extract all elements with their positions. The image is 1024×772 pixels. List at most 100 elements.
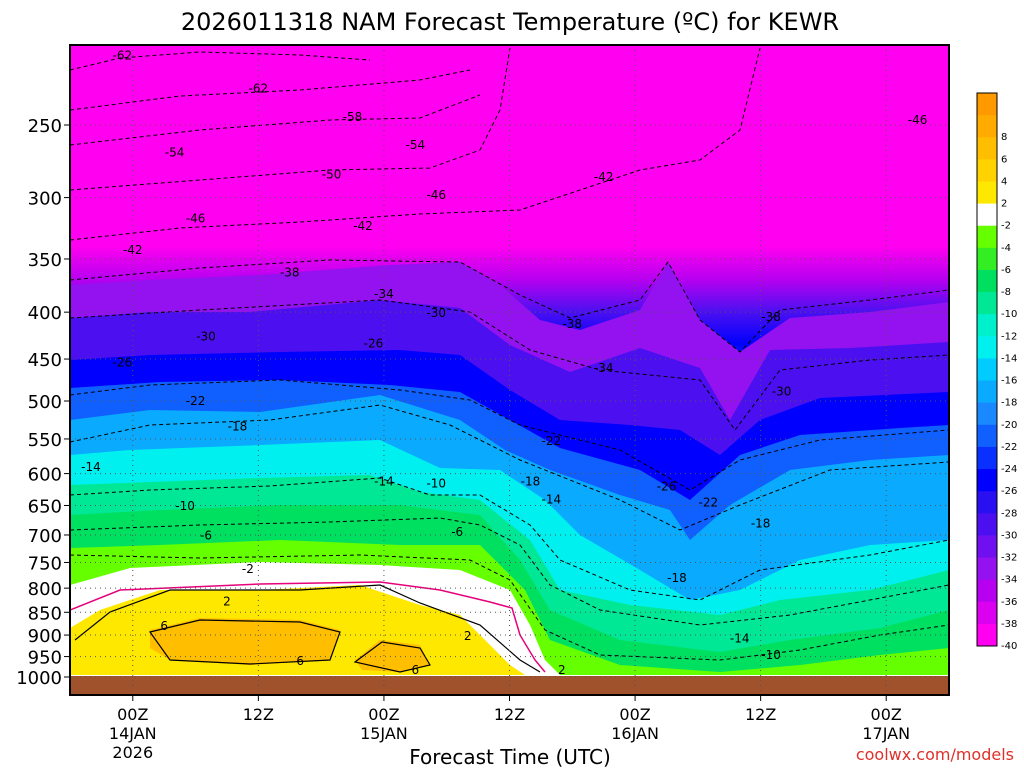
contour-label: 6 [160, 619, 168, 633]
colorbar-swatch [977, 623, 997, 647]
colorbar-swatch [977, 469, 997, 492]
x-tick-label: 2026 [112, 743, 153, 762]
colorbar-swatch [977, 93, 997, 116]
contour-label: -26 [364, 337, 384, 351]
colorbar-label: -20 [1001, 420, 1017, 431]
colorbar-label: -2 [1001, 221, 1011, 232]
x-tick-label: 16JAN [611, 724, 659, 743]
colorbar-label: -4 [1001, 243, 1011, 254]
colorbar-label: -8 [1001, 287, 1011, 298]
colorbar-swatch [977, 513, 997, 536]
contour-label: -6 [451, 525, 463, 539]
colorbar-label: 8 [1001, 132, 1007, 143]
colorbar-label: -40 [1001, 641, 1017, 652]
contour-label: -30 [196, 329, 216, 343]
colorbar-label: -34 [1001, 575, 1017, 586]
colorbar-swatch [977, 601, 997, 625]
gridlines [70, 45, 949, 695]
colorbar-label: -24 [1001, 464, 1017, 475]
contour-label: -10 [175, 499, 195, 513]
colorbar-swatch [977, 203, 997, 227]
colorbar-label: 6 [1001, 154, 1007, 165]
x-tick-label: 12Z [494, 705, 525, 724]
colorbar-swatch [977, 115, 997, 138]
plot-area: -62-62-58-54-54-50-46-46-42-42-42-46-38-… [70, 45, 949, 695]
colorbar: 8 6 4 2 -2 -4 -6 -8 -10 -12 -14 -16 -18 -20 -22 -24 -26 -… [976, 92, 1017, 652]
contour-label: -26 [657, 480, 677, 494]
contour-label: -34 [594, 361, 614, 375]
watermark: coolwx.com/models [856, 745, 1014, 764]
colorbar-swatch [977, 535, 997, 559]
colorbar-swatch [977, 247, 997, 271]
colorbar-swatch [977, 292, 997, 315]
x-tick-label: 00Z [368, 705, 399, 724]
colorbar-label: -12 [1001, 331, 1017, 342]
colorbar-label: -36 [1001, 597, 1017, 608]
x-tick-label: 12Z [243, 705, 274, 724]
colorbar-swatch [977, 402, 997, 426]
colorbar-swatch [977, 557, 997, 581]
y-tick-label: 850 [28, 603, 62, 624]
x-tick-label: 14JAN [109, 724, 157, 743]
colorbar-frame [976, 92, 998, 647]
colorbar-label: 4 [1001, 176, 1007, 187]
colorbar-swatch [977, 424, 997, 448]
y-tick-label: 400 [28, 303, 62, 324]
x-tick-label: 15JAN [360, 724, 408, 743]
colorbar-label: -6 [1001, 265, 1011, 276]
colorbar-swatch [977, 446, 997, 470]
contour-label: -38 [280, 265, 300, 279]
colorbar-swatch [977, 314, 997, 337]
contour-label: -6 [200, 529, 212, 543]
colorbar-swatch [977, 579, 997, 603]
contour-lines [70, 47, 949, 661]
contour-label: -22 [542, 434, 562, 448]
contour-label: -18 [228, 419, 248, 433]
contour-label: -30 [772, 384, 792, 398]
y-tick-label: 950 [28, 648, 62, 669]
contour-label: -2 [242, 562, 254, 576]
colorbar-swatch [977, 225, 997, 249]
contour-label: -30 [426, 306, 446, 320]
chart-title: 2026011318 NAM Forecast Temperature (ºC)… [181, 8, 839, 36]
x-tick-label: 00Z [117, 705, 148, 724]
contour-label: -38 [761, 310, 781, 324]
colorbar-swatch [977, 137, 997, 160]
contour-label: -14 [81, 460, 101, 474]
colorbar-label: -38 [1001, 619, 1017, 630]
contour-label: -46 [426, 188, 446, 202]
y-tick-label: 300 [28, 189, 62, 210]
contour-label: -54 [165, 146, 185, 160]
contour-label: 2 [223, 594, 231, 608]
colorbar-label: -30 [1001, 530, 1017, 541]
y-tick-label: 450 [28, 350, 62, 371]
colorbar-swatch [977, 358, 997, 382]
colorbar-swatch [977, 380, 997, 404]
y-tick-label: 750 [28, 553, 62, 574]
colorbar-label: -22 [1001, 442, 1017, 453]
colorbar-label: -32 [1001, 553, 1017, 564]
colorbar-swatch [977, 159, 997, 182]
contour-label: 2 [464, 629, 472, 643]
band-plus6 [150, 618, 340, 665]
contour-label: -46 [186, 211, 206, 225]
colorbar-label: 2 [1001, 199, 1007, 210]
y-tick-label: 1000 [16, 668, 62, 689]
colorbar-swatch [977, 269, 997, 293]
contour-label: -62 [249, 81, 269, 95]
x-tick-label: 00Z [871, 705, 902, 724]
contour-label: -58 [343, 110, 363, 124]
colorbar-label: -14 [1001, 353, 1017, 364]
contour-label: -38 [562, 317, 582, 331]
colorbar-label: -16 [1001, 376, 1017, 387]
contour-label: 2 [558, 663, 566, 677]
contour-label: -14 [542, 492, 562, 506]
colorbar-label: -28 [1001, 508, 1017, 519]
contour-label: -18 [751, 516, 771, 530]
contour-label: -22 [699, 495, 719, 509]
colorbar-label: -26 [1001, 486, 1017, 497]
contour-label: -10 [426, 476, 446, 490]
y-tick-label: 900 [28, 626, 62, 647]
